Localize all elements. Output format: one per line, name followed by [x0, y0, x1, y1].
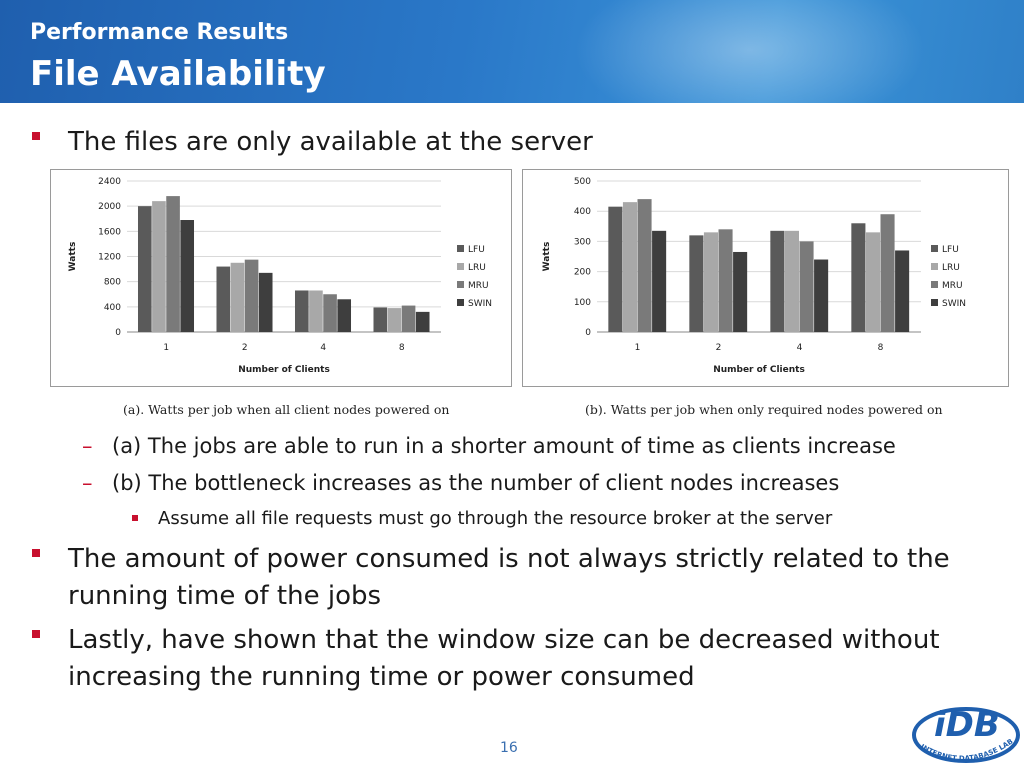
legend-swatch: [931, 281, 938, 288]
bar: [415, 311, 430, 332]
bar: [216, 266, 231, 332]
bar: [865, 232, 880, 332]
bar: [703, 232, 718, 332]
x-tick-label: 8: [878, 343, 884, 353]
y-tick-label: 300: [574, 237, 591, 247]
sub-bullet-text: (a) The jobs are able to run in a shorte…: [112, 434, 896, 458]
sub-sub-bullet-text: Assume all file requests must go through…: [158, 508, 833, 529]
bar: [387, 308, 402, 332]
x-tick-label: 2: [242, 343, 248, 353]
bar: [337, 299, 352, 332]
bullet-text: The amount of power consumed is not alwa…: [68, 544, 950, 611]
legend-label: LRU: [468, 263, 486, 273]
slide-subtitle: Performance Results: [30, 20, 289, 45]
bar: [770, 230, 785, 332]
bar: [180, 220, 195, 332]
y-tick-label: 100: [574, 298, 591, 308]
y-tick-label: 0: [115, 328, 121, 338]
bar: [166, 196, 180, 332]
bar: [652, 230, 667, 332]
sub-sub-bullet-marker: [132, 515, 138, 521]
bar: [258, 272, 273, 332]
legend-swatch: [457, 263, 464, 270]
y-tick-label: 500: [574, 177, 591, 187]
bar: [895, 250, 910, 332]
idb-logo: iDB INTERNET DATABASE LAB: [906, 690, 1024, 768]
chart-a: 0 400 800 1200 1600 2000 2400 1 2 4 8 Number of Cli…: [68, 177, 492, 375]
y-tick-label: 1200: [98, 253, 121, 263]
y-tick-label: 400: [104, 303, 121, 313]
logo-text: iDB: [934, 705, 1000, 745]
legend-swatch: [931, 299, 938, 306]
bar: [230, 262, 245, 332]
x-axis-label: Number of Clients: [713, 365, 805, 375]
y-axis-label: Watts: [542, 242, 552, 272]
legend-swatch: [457, 299, 464, 306]
bar: [323, 294, 337, 332]
bar: [718, 229, 733, 332]
bar: [137, 206, 152, 332]
x-tick-label: 1: [163, 343, 169, 353]
bar: [733, 251, 748, 332]
bar: [244, 259, 259, 332]
y-tick-label: 800: [104, 278, 121, 288]
x-tick-label: 4: [797, 343, 803, 353]
legend-label: LFU: [942, 245, 959, 255]
legend-label: LRU: [942, 263, 960, 273]
bullet-text: The files are only available at the serv…: [68, 127, 593, 157]
legend-label: LFU: [468, 245, 485, 255]
chart-a-frame: 0 400 800 1200 1600 2000 2400 1 2 4 8 Number of Cli…: [50, 169, 512, 387]
y-tick-label: 200: [574, 268, 591, 278]
x-tick-label: 8: [399, 343, 405, 353]
x-tick-label: 2: [716, 343, 722, 353]
y-tick-label: 2000: [98, 202, 121, 212]
legend-label: SWIN: [468, 299, 492, 309]
chart-b-frame: 0 100 200 300 400 500 1 2 4 8 Number of Clients Wat…: [522, 169, 1009, 387]
sub-bullet-text: (b) The bottleneck increases as the numb…: [112, 471, 840, 495]
bar: [373, 307, 388, 332]
bar: [880, 214, 895, 332]
bar: [689, 235, 704, 332]
idb-logo-mark: iDB INTERNET DATABASE LAB: [912, 705, 1020, 763]
bullet-marker: [32, 630, 40, 638]
legend-label: MRU: [942, 281, 963, 291]
y-tick-label: 400: [574, 207, 591, 217]
legend-swatch: [457, 281, 464, 288]
legend-label: SWIN: [942, 299, 966, 309]
legend-swatch: [931, 263, 938, 270]
bar: [622, 202, 637, 332]
chart-a-caption: (a). Watts per job when all client nodes…: [123, 402, 450, 417]
bar: [309, 290, 323, 332]
legend-swatch: [931, 245, 938, 252]
bar: [784, 230, 799, 332]
sub-bullet-dash: –: [82, 471, 93, 495]
bullet-text: Lastly, have shown that the window size …: [68, 625, 940, 692]
chart-b-caption: (b). Watts per job when only required no…: [585, 402, 943, 417]
legend-swatch: [457, 245, 464, 252]
header-glow: [560, 0, 940, 103]
slide-header: Performance Results File Availability: [0, 0, 1024, 103]
sub-bullet-dash: –: [82, 434, 93, 458]
bar: [401, 305, 416, 332]
y-tick-label: 0: [585, 328, 591, 338]
bar: [814, 259, 829, 332]
slide-title: File Availability: [30, 54, 326, 94]
bar: [637, 199, 652, 332]
y-tick-label: 2400: [98, 177, 121, 187]
bar: [294, 290, 309, 332]
bar: [799, 241, 814, 332]
bullet-marker: [32, 132, 40, 140]
bar: [152, 201, 166, 332]
x-tick-label: 4: [320, 343, 326, 353]
legend-label: MRU: [468, 281, 489, 291]
y-tick-label: 1600: [98, 227, 121, 237]
bar: [851, 223, 866, 332]
chart-b: 0 100 200 300 400 500 1 2 4 8 Number of Clients Wat…: [542, 177, 966, 375]
x-tick-label: 1: [635, 343, 641, 353]
bar: [608, 206, 623, 332]
y-axis-label: Watts: [68, 242, 78, 272]
bullet-marker: [32, 549, 40, 557]
page-number: 16: [500, 740, 518, 756]
x-axis-label: Number of Clients: [238, 365, 330, 375]
